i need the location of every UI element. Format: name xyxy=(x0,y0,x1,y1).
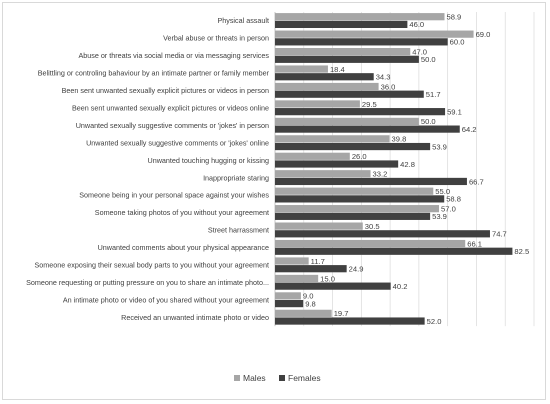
data-label-males: 57.0 xyxy=(441,204,456,213)
data-label-males: 33.2 xyxy=(373,170,388,179)
bar-males xyxy=(275,117,419,125)
data-label-males: 19.7 xyxy=(334,309,349,318)
data-label-females: 60.0 xyxy=(450,38,465,47)
bar-females xyxy=(275,300,304,308)
data-label-females: 58.8 xyxy=(446,195,461,204)
bar-females xyxy=(275,55,419,63)
bar-males xyxy=(275,13,445,21)
bar-females xyxy=(275,90,424,98)
data-label-males: 9.0 xyxy=(303,292,314,301)
data-label-females: 9.8 xyxy=(305,299,316,308)
bar-females xyxy=(275,265,347,273)
category-label: Physical assault xyxy=(217,16,269,25)
category-label: Abuse or threats via social media or via… xyxy=(78,51,269,60)
bar-males xyxy=(275,100,360,108)
bar-females xyxy=(275,20,408,28)
category-label: Received an unwanted intimate photo or v… xyxy=(121,313,269,322)
category-label: Unwanted touching hugging or kissing xyxy=(148,156,269,165)
bar-males xyxy=(275,309,332,317)
data-label-females: 50.0 xyxy=(421,55,436,64)
bar-females xyxy=(275,125,460,133)
category-label: Someone exposing their sexual body parts… xyxy=(34,261,269,270)
data-label-males: 26.0 xyxy=(352,152,367,161)
bar-females xyxy=(275,195,445,203)
bar-females xyxy=(275,142,431,151)
data-label-females: 42.8 xyxy=(400,160,415,169)
data-label-females: 82.5 xyxy=(514,247,529,256)
data-label-males: 66.1 xyxy=(467,239,482,248)
category-label: Unwanted sexually suggestive comments or… xyxy=(86,138,269,147)
category-label: Someone requesting or putting pressure o… xyxy=(26,278,269,287)
bar-females xyxy=(275,212,431,220)
data-label-females: 64.2 xyxy=(462,125,477,134)
bar-males xyxy=(275,205,440,213)
data-label-males: 18.4 xyxy=(330,65,345,74)
legend-label: Females xyxy=(288,373,321,383)
bar-females xyxy=(275,247,513,255)
bar-males xyxy=(275,152,350,160)
data-label-females: 53.9 xyxy=(432,142,447,151)
bar-females xyxy=(275,317,425,325)
category-label: Inappropriate staring xyxy=(203,173,269,182)
data-label-males: 15.0 xyxy=(320,274,335,283)
data-label-males: 29.5 xyxy=(362,100,377,109)
bar-males xyxy=(275,187,434,195)
category-label: An intimate photo or video of you shared… xyxy=(63,295,269,304)
bar-females xyxy=(275,160,399,168)
data-label-females: 53.9 xyxy=(432,212,447,221)
bar-males xyxy=(275,239,466,248)
data-label-females: 66.7 xyxy=(469,177,484,186)
category-label: Been sent unwanted sexually explicit pic… xyxy=(62,86,269,95)
bar-males xyxy=(275,48,411,56)
data-label-males: 55.0 xyxy=(435,187,450,196)
bar-males xyxy=(275,82,379,91)
category-label: Unwanted sexually suggestive comments or… xyxy=(76,121,269,130)
data-label-males: 69.0 xyxy=(476,30,491,39)
bar-males xyxy=(275,274,319,283)
data-label-females: 34.3 xyxy=(376,73,391,82)
data-label-females: 74.7 xyxy=(492,230,507,239)
bar-males xyxy=(275,30,474,38)
legend-label: Males xyxy=(243,373,266,383)
legend-swatch xyxy=(279,375,285,381)
legend-swatch xyxy=(234,375,240,381)
category-label: Unwanted comments about your physical ap… xyxy=(98,243,269,252)
category-label: Been sent unwanted sexually explicit pic… xyxy=(72,103,269,112)
chart-frame xyxy=(2,2,546,400)
data-label-males: 39.8 xyxy=(392,135,407,144)
bar-females xyxy=(275,108,446,116)
bar-males xyxy=(275,135,390,143)
data-label-females: 59.1 xyxy=(447,107,462,116)
data-label-males: 50.0 xyxy=(421,117,436,126)
bar-males xyxy=(275,222,363,230)
data-label-males: 36.0 xyxy=(381,82,396,91)
data-label-females: 40.2 xyxy=(393,282,408,291)
category-label: Someone being in your personal space aga… xyxy=(79,191,269,200)
bar-females xyxy=(275,177,467,186)
data-label-males: 11.7 xyxy=(311,257,325,266)
category-label: Someone taking photos of you without you… xyxy=(95,208,269,217)
bar-males xyxy=(275,65,328,73)
data-label-females: 24.9 xyxy=(349,265,364,274)
category-label: Verbal abuse or threats in person xyxy=(163,34,269,43)
bar-males xyxy=(275,257,309,265)
data-label-females: 46.0 xyxy=(409,20,424,29)
bar-females xyxy=(275,38,448,46)
data-label-females: 52.0 xyxy=(427,317,442,326)
data-label-males: 47.0 xyxy=(412,47,427,56)
category-label: Belittling or controling bahaviour by an… xyxy=(38,69,270,78)
bar-males xyxy=(275,170,371,178)
bar-females xyxy=(275,282,391,290)
data-label-males: 30.5 xyxy=(365,222,380,231)
bar-females xyxy=(275,73,374,81)
data-label-males: 58.9 xyxy=(447,13,462,22)
category-label: Street harrassment xyxy=(208,226,269,235)
data-label-females: 51.7 xyxy=(426,90,441,99)
bar-males xyxy=(275,292,301,300)
bar-females xyxy=(275,230,490,238)
